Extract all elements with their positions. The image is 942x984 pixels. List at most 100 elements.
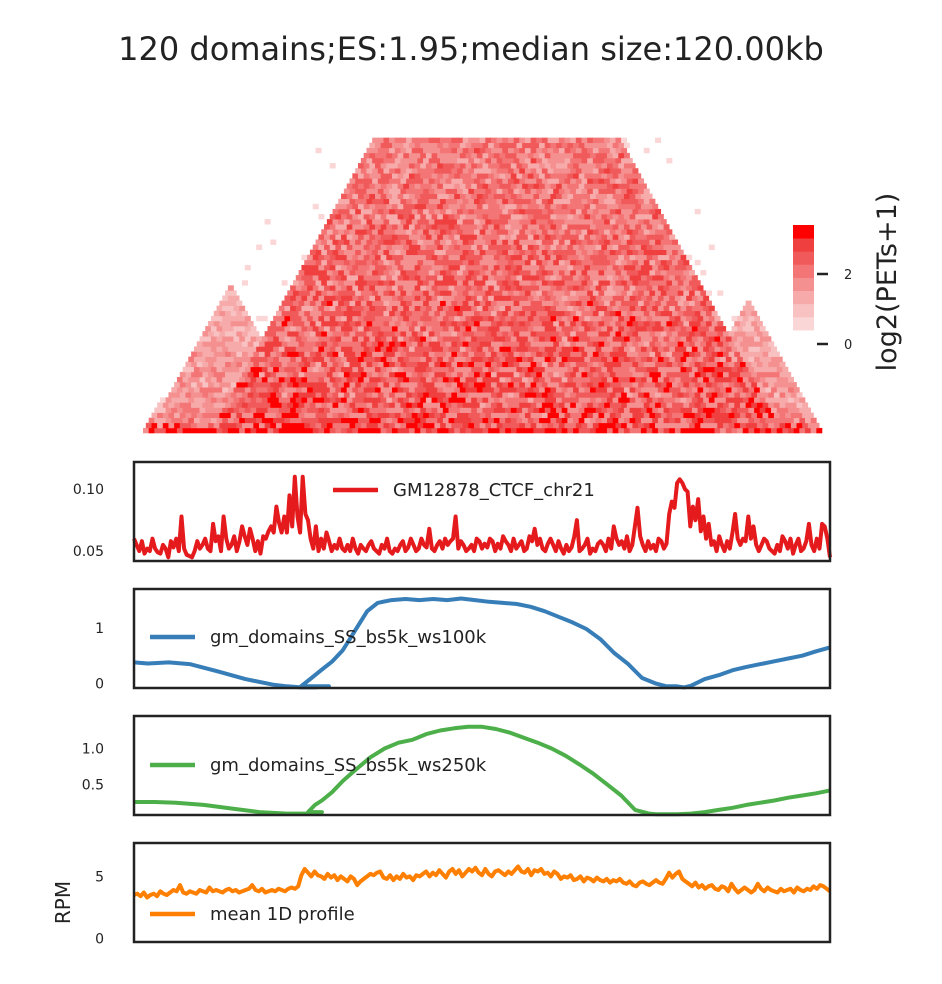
heatmap-cell <box>352 376 359 383</box>
heatmap-cell <box>499 244 506 250</box>
heatmap-cell <box>691 285 698 291</box>
heatmap-cell <box>573 346 579 352</box>
heatmap-cell <box>640 356 647 362</box>
heatmap-cell <box>524 290 531 296</box>
heatmap-cell <box>598 270 605 276</box>
heatmap-cell <box>505 214 512 220</box>
heatmap-cell <box>493 173 500 179</box>
heatmap-cell <box>510 326 517 332</box>
heatmap-cell <box>346 234 353 240</box>
heatmap-cell <box>326 249 333 256</box>
heatmap-cell <box>259 382 265 388</box>
heatmap-cell <box>417 158 424 164</box>
heatmap-cell <box>162 412 169 419</box>
heatmap-cell <box>349 320 356 327</box>
heatmap-cell <box>380 193 387 200</box>
heatmap-cell <box>179 382 186 388</box>
heatmap-cell <box>465 254 472 261</box>
heatmap-cell <box>751 310 758 317</box>
heatmap-cell <box>575 361 582 368</box>
heatmap-cell <box>490 361 497 368</box>
heatmap-cell <box>191 382 198 388</box>
heatmap-cell <box>261 366 268 373</box>
heatmap-cell <box>225 371 232 378</box>
heatmap-cell <box>329 366 336 373</box>
heatmap-cell <box>454 376 461 383</box>
heatmap-cell <box>400 249 407 256</box>
heatmap-cell <box>493 366 500 373</box>
heatmap-cell <box>507 188 514 194</box>
heatmap-cell <box>553 371 560 378</box>
heatmap-cell <box>431 417 438 424</box>
heatmap-cell <box>790 412 797 419</box>
heatmap-cell <box>519 382 526 388</box>
heatmap-cell <box>615 249 622 256</box>
heatmap-cell <box>264 219 271 225</box>
heatmap-cell <box>649 382 656 388</box>
heatmap-cell <box>810 427 817 434</box>
heatmap-cell <box>403 417 410 424</box>
heatmap-cell <box>561 234 568 240</box>
heatmap-cell <box>233 366 240 373</box>
heatmap-cell <box>394 341 401 347</box>
heatmap-cell <box>374 152 381 159</box>
heatmap-cell <box>476 346 483 352</box>
heatmap-cell <box>623 407 630 413</box>
heatmap-cell <box>697 305 704 312</box>
heatmap-cell <box>372 239 379 245</box>
heatmap-cell <box>213 402 220 408</box>
heatmap-cell <box>505 173 512 179</box>
heatmap-cell <box>663 275 670 281</box>
heatmap-cell <box>440 168 447 174</box>
heatmap-cell <box>632 188 639 194</box>
heatmap-cell <box>326 310 333 317</box>
heatmap-cell <box>273 427 280 434</box>
heatmap-cell <box>796 392 803 398</box>
heatmap-cell <box>510 356 517 362</box>
heatmap-cell <box>465 193 472 200</box>
heatmap-cell <box>442 193 449 200</box>
heatmap-cell <box>598 198 605 205</box>
heatmap-cell <box>530 300 537 306</box>
heatmap-cell <box>442 203 449 210</box>
heatmap-cell <box>465 142 472 149</box>
heatmap-cell <box>380 336 387 342</box>
heatmap-cell <box>431 224 438 230</box>
heatmap-cell <box>485 178 492 184</box>
heatmap-cell <box>465 315 472 322</box>
heatmap-cell <box>530 280 537 286</box>
heatmap-cell <box>502 361 509 368</box>
heatmap-cell <box>570 147 577 154</box>
heatmap-cell <box>451 371 458 378</box>
heatmap-cell <box>408 295 415 301</box>
heatmap-cell <box>383 158 390 164</box>
heatmap-cell <box>471 387 478 393</box>
heatmap-cell <box>428 158 435 164</box>
heatmap-cell <box>612 264 619 271</box>
heatmap-cell <box>516 152 523 159</box>
heatmap-cell <box>581 371 588 378</box>
heatmap-cell <box>615 229 622 235</box>
heatmap-cell <box>349 361 356 368</box>
heatmap-cell <box>595 305 602 312</box>
heatmap-cell <box>366 219 373 225</box>
heatmap-cell <box>776 387 783 393</box>
heatmap-cell <box>162 402 169 408</box>
heatmap-cell <box>541 280 548 286</box>
heatmap-cell <box>759 376 766 383</box>
heatmap-cell <box>773 392 780 398</box>
heatmap-cell <box>502 158 509 164</box>
heatmap-cell <box>524 137 531 144</box>
heatmap-cell <box>488 387 495 393</box>
heatmap-cell <box>584 336 591 342</box>
heatmap-cell <box>587 158 594 164</box>
heatmap-cell <box>536 341 543 347</box>
heatmap-cell <box>239 336 246 342</box>
heatmap-cell <box>383 331 390 337</box>
heatmap-cell <box>768 351 775 357</box>
heatmap-cell <box>561 356 568 362</box>
heatmap-cell <box>689 402 695 408</box>
heatmap-cell <box>706 392 712 398</box>
heatmap-cell <box>513 412 520 419</box>
